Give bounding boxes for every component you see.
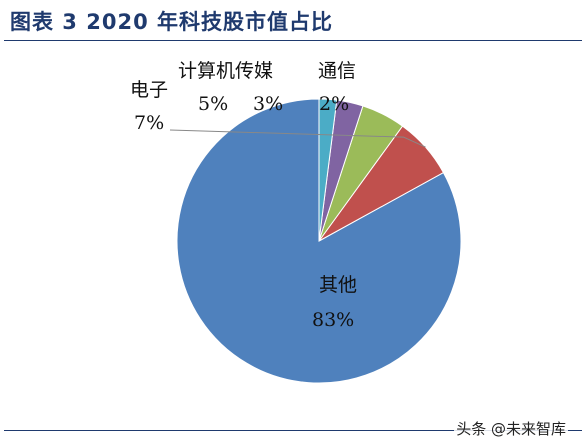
label-computer-media: 计算机传媒 — [178, 60, 273, 82]
figure-header: 图表 3 2020 年科技股市值占比 — [0, 0, 586, 44]
leader-lines — [169, 129, 426, 148]
label-electronics: 电子 — [130, 79, 168, 101]
pct-computer: 5% — [198, 93, 228, 115]
source-watermark: 头条 @未来智库 — [454, 418, 568, 439]
pie-slices — [176, 98, 462, 384]
chart-title: 图表 3 2020 年科技股市值占比 — [10, 10, 333, 34]
pie-chart: 其他 83% 电子 7% 计算机传媒 5% 3% 通信 2% — [130, 60, 462, 384]
pie-labels: 其他 83% 电子 7% 计算机传媒 5% 3% 通信 2% — [130, 60, 357, 331]
pct-media: 3% — [253, 93, 283, 115]
bottom-divider — [4, 430, 582, 431]
title-divider — [4, 40, 582, 41]
label-telecom: 通信 — [318, 60, 356, 82]
pct-other: 83% — [312, 309, 354, 331]
label-other: 其他 — [319, 274, 357, 296]
leader-line-electronics — [169, 129, 426, 148]
pct-telecom: 2% — [319, 93, 349, 115]
pct-electronics: 7% — [134, 112, 164, 134]
